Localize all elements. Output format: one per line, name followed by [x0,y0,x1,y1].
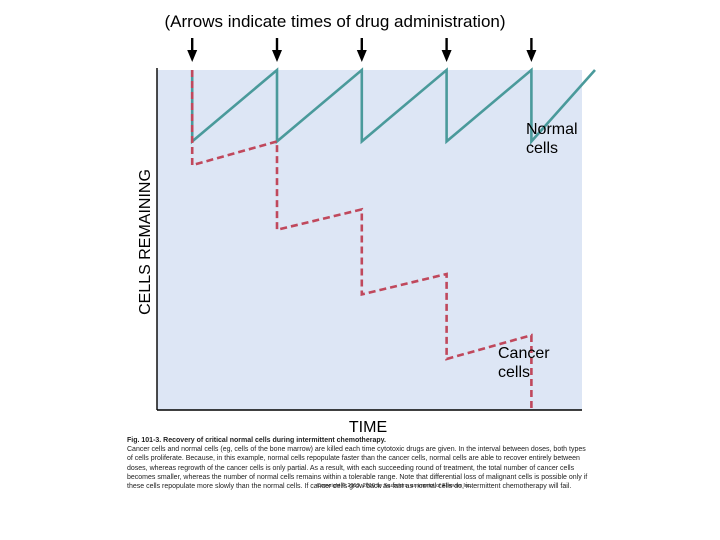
series-label-cancer-cells-line-1: Cancer [498,345,550,362]
dose-arrows [187,38,537,62]
series-label-cancer-cells-line-2: cells [498,364,530,381]
dose-arrow-head-3 [356,50,367,62]
series-layer [190,67,596,410]
dose-arrow-head-4 [441,50,452,62]
dose-arrow-head-5 [526,50,537,62]
figure-caption: Fig. 101-3. Recovery of critical normal … [127,436,592,490]
series-label-normal-cells-line-2: cells [526,140,558,157]
plot-background [157,70,582,410]
caption-body: Cancer cells and normal cells (eg, cells… [127,446,588,491]
series-label-normal-cells-line-1: Normal [526,121,578,138]
x-axis-label: TIME [349,419,387,436]
series-line-cancer-cells [190,70,533,410]
chart: (Arrows indicate times of drug administr… [137,12,596,436]
caption-title: Fig. 101-3. Recovery of critical normal … [127,437,386,444]
y-axis-label: CELLS REMAINING [137,169,154,315]
chart-title: (Arrows indicate times of drug administr… [164,12,505,31]
series-labels: Normal cells Cancer cells [498,121,578,381]
dose-arrow-head-2 [272,50,282,62]
caption-copyright: Copyright © 2013, 2010 by Saunders, an i… [316,483,473,490]
series-line-normal-cells [190,67,596,145]
dose-arrow-head-1 [187,50,198,62]
